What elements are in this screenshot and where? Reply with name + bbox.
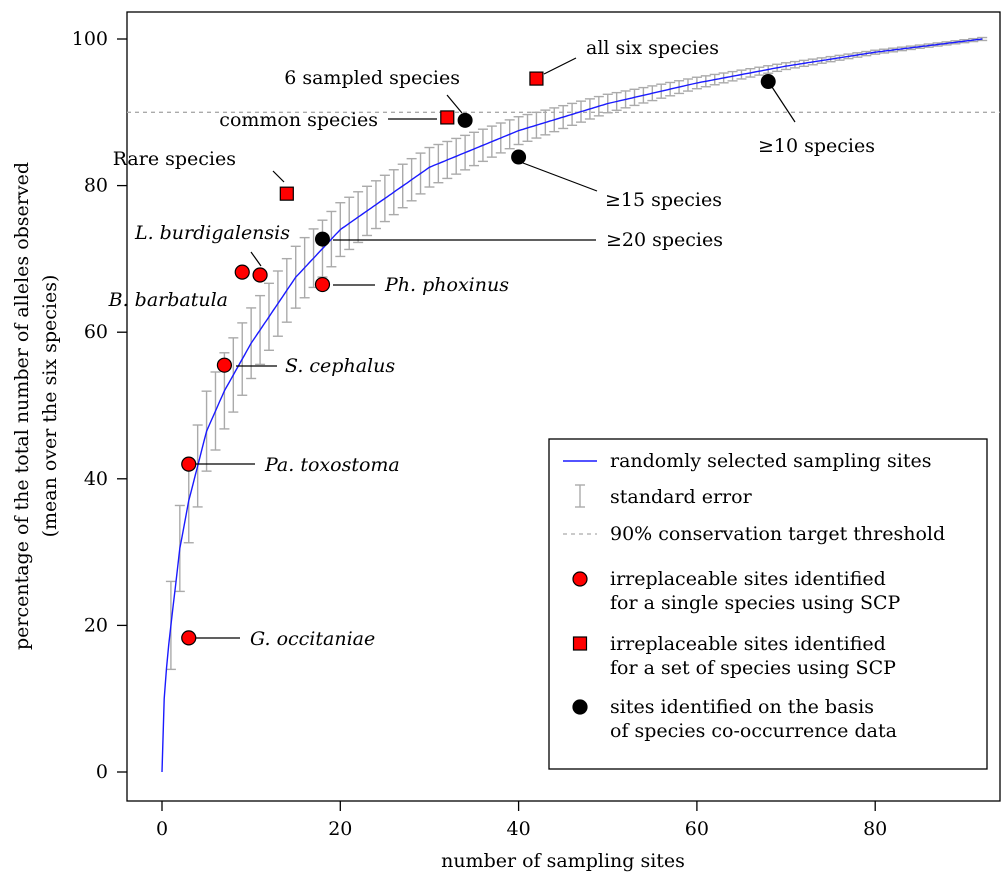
x-axis-title: number of sampling sites	[441, 850, 685, 872]
legend-entry: 90% conservation target threshold	[563, 523, 945, 545]
point-label: ≥20 species	[606, 229, 723, 251]
annotation-leader	[543, 57, 577, 75]
scp-species-circle-marker	[252, 267, 268, 283]
point-label: Rare species	[113, 148, 236, 170]
point-label: Pa. toxostoma	[264, 454, 400, 476]
cooccurrence-site-marker	[457, 112, 473, 128]
legend-label: standard error	[610, 486, 753, 508]
scp-species-circle-marker	[234, 264, 250, 280]
scp-set-square-marker	[529, 71, 544, 86]
annotation-leader	[250, 251, 262, 267]
annotation-leader	[446, 94, 463, 114]
legend-label: 90% conservation target threshold	[610, 523, 945, 545]
legend-label-line2: for a single species using SCP	[610, 592, 901, 614]
point-label: B. barbatula	[108, 289, 228, 311]
scp-species-circle-marker	[216, 357, 233, 373]
legend-label: randomly selected sampling sites	[610, 450, 931, 472]
legend-label: sites identified on the basis	[610, 696, 874, 718]
legend-entry: randomly selected sampling sites	[563, 450, 931, 472]
point-label: Ph. phoxinus	[384, 274, 509, 296]
cooccurrence-site-marker	[314, 231, 330, 247]
x-tick-label: 0	[156, 818, 168, 840]
cooccurrence-site-marker	[511, 149, 527, 165]
legend-entry: standard error	[575, 484, 753, 508]
point-label: ≥10 species	[758, 135, 875, 157]
scp-species-circle-marker	[314, 276, 331, 293]
legend-circle-swatch	[572, 699, 588, 715]
scp-set-square-marker	[440, 110, 455, 125]
point-label: common species	[219, 109, 378, 131]
annotation-leader	[771, 86, 796, 123]
scp-species-circle-marker	[181, 630, 197, 646]
x-tick-label: 80	[863, 818, 887, 840]
random-sites-curve	[161, 38, 983, 773]
annotation-leader	[522, 162, 598, 192]
x-tick-label: 60	[685, 818, 709, 840]
y-tick-label: 80	[84, 175, 108, 197]
legend-circle-swatch	[572, 571, 588, 587]
y-axis-subtitle: (mean over the six species)	[39, 275, 61, 538]
point-label: S. cephalus	[285, 355, 395, 377]
y-tick-label: 40	[84, 468, 108, 490]
y-tick-label: 60	[84, 321, 108, 343]
cooccurrence-site-marker	[760, 74, 776, 90]
y-tick-label: 20	[84, 614, 108, 636]
point-label: L. burdigalensis	[134, 222, 290, 244]
y-axis-title: percentage of the total number of allele…	[11, 162, 33, 650]
point-label: all six species	[586, 37, 719, 59]
legend-label-line2: of species co-occurrence data	[610, 720, 897, 742]
legend-square-swatch	[572, 636, 588, 651]
legend-label-line2: for a set of species using SCP	[610, 657, 896, 679]
x-tick-label: 40	[507, 818, 531, 840]
point-label: ≥15 species	[605, 189, 722, 211]
legend-label: irreplaceable sites identified	[610, 568, 886, 590]
y-tick-label: 100	[72, 28, 108, 50]
y-tick-label: 0	[96, 761, 108, 783]
plot-frame	[126, 11, 1001, 802]
point-label: 6 sampled species	[284, 67, 460, 89]
legend-label: irreplaceable sites identified	[610, 633, 886, 655]
legend-box	[548, 438, 988, 770]
x-tick-label: 20	[328, 818, 352, 840]
point-label: G. occitaniae	[250, 628, 375, 650]
annotation-leader	[272, 170, 285, 183]
scp-set-square-marker	[279, 186, 294, 201]
scp-species-circle-marker	[181, 456, 197, 472]
